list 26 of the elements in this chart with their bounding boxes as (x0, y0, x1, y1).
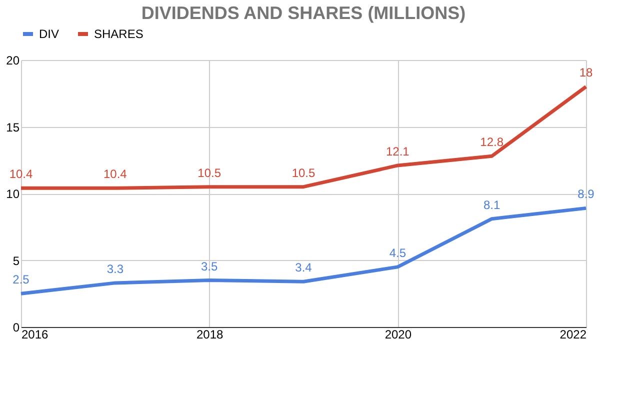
data-label: 10.4 (103, 167, 128, 182)
data-label: 4.5 (389, 246, 406, 260)
x-tick-label: 2020 (384, 328, 412, 342)
data-label: 12.1 (386, 144, 410, 158)
x-tick-label: 2018 (196, 328, 224, 342)
data-label: 3.4 (295, 260, 312, 275)
legend-label: DIV (39, 27, 60, 41)
y-tick-label: 20 (6, 54, 20, 68)
data-label: 2.5 (12, 272, 30, 287)
data-label: 10.4 (9, 167, 33, 182)
data-label: 10.5 (292, 166, 316, 180)
data-label: 12.8 (480, 135, 504, 150)
legend-label: SHARES (94, 27, 144, 41)
data-label: 3.3 (106, 262, 124, 276)
x-tick-label: 2016 (22, 328, 49, 342)
y-tick-label: 0 (12, 320, 20, 334)
chart-title: DIVIDENDS AND SHARES (MILLIONS) (141, 3, 466, 23)
data-label: 3.5 (200, 259, 218, 274)
y-tick-label: 10 (6, 187, 20, 201)
x-tick-label: 2022 (560, 328, 587, 342)
data-label: 8.9 (578, 187, 595, 202)
data-label: 18 (579, 66, 593, 80)
data-label: 8.1 (483, 198, 500, 212)
y-tick-label: 5 (12, 254, 20, 268)
y-tick-label: 15 (6, 120, 20, 134)
data-label: 10.5 (198, 166, 222, 180)
